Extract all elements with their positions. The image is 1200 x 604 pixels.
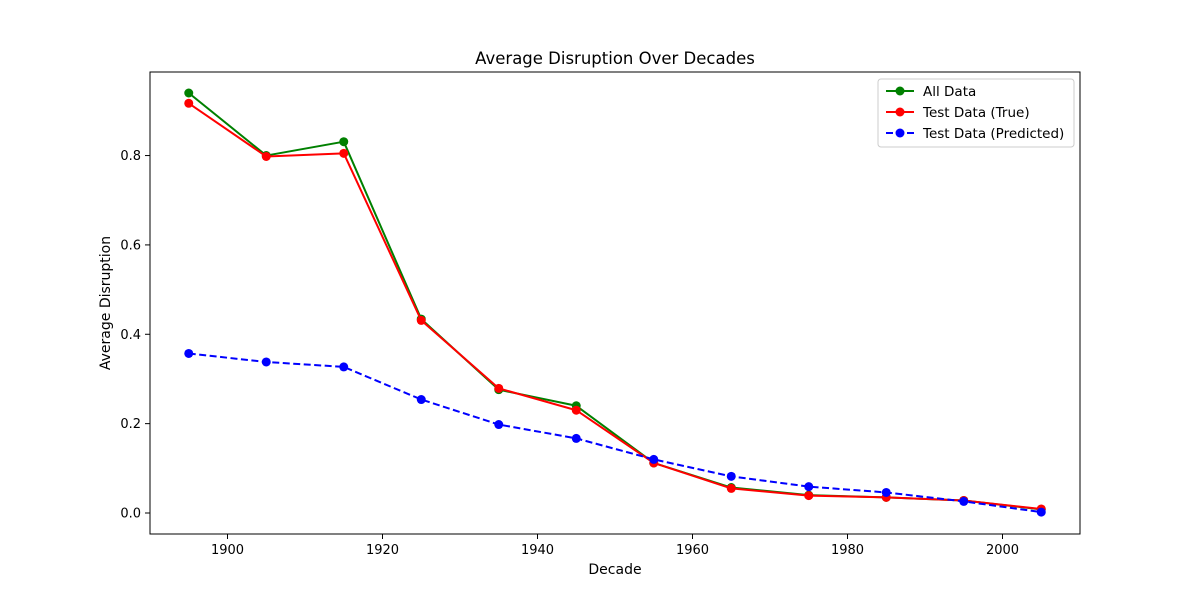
data-point-series-3-10 (881, 487, 891, 497)
data-point-series-2-3 (339, 148, 349, 158)
data-point-series-3-8 (726, 471, 736, 481)
series-line-2 (188, 102, 1042, 510)
legend-marker-2 (895, 107, 905, 117)
legend-label-1: All Data (923, 84, 976, 100)
legend-marker-3 (895, 128, 905, 138)
data-point-series-2-5 (494, 383, 504, 393)
y-tick-label: 0.2 (120, 417, 141, 432)
x-axis-title: Decade (588, 562, 641, 578)
legend-box (877, 78, 1075, 148)
data-point-series-2-4 (416, 315, 426, 325)
data-point-series-2-1 (184, 98, 194, 108)
data-point-series-1-1 (184, 88, 194, 98)
x-tick-label: 1980 (831, 543, 864, 558)
data-point-series-2-9 (804, 491, 814, 501)
data-point-series-2-2 (261, 151, 271, 161)
axes: 1900 1920 1940 1960 1980 2000 0.0 0.2 0.4 0.6 0.8 (120, 71, 1081, 558)
data-point-series-3-2 (261, 357, 271, 367)
x-tick-label: 1900 (211, 543, 244, 558)
y-tick-label: 0.6 (120, 238, 141, 253)
data-point-series-3-9 (804, 482, 814, 492)
axes-frame (149, 71, 1081, 535)
data-point-series-2-6 (571, 405, 581, 415)
data-point-series-3-7 (649, 454, 659, 464)
data-point-series-3-5 (494, 420, 504, 430)
data-point-series-3-4 (416, 395, 426, 405)
x-tick-label: 1940 (521, 543, 554, 558)
legend-label-3: Test Data (Predicted) (922, 126, 1064, 142)
data-point-series-3-3 (339, 362, 349, 372)
legend: All Data Test Data (True) Test Data (Predi… (877, 78, 1075, 148)
data-point-series-1-3 (339, 137, 349, 147)
y-axis-title: Average Disruption (98, 236, 114, 370)
x-tick-label: 2000 (986, 543, 1019, 558)
data-point-series-2-8 (726, 483, 736, 493)
data-point-series-3-6 (571, 433, 581, 443)
plot-area (184, 88, 1046, 517)
data-point-series-3-11 (959, 496, 969, 506)
x-tick-label: 1920 (366, 543, 399, 558)
y-tick-label: 0.4 (120, 328, 141, 343)
y-tick-label: 0.8 (120, 149, 141, 164)
legend-marker-1 (895, 86, 905, 96)
data-point-series-3-12 (1036, 507, 1046, 517)
series-line-3 (188, 352, 1042, 514)
data-point-series-3-1 (184, 348, 194, 358)
legend-label-2: Test Data (True) (922, 105, 1030, 121)
y-tick-label: 0.0 (120, 507, 141, 522)
x-tick-label: 1960 (676, 543, 709, 558)
chart-title: Average Disruption Over Decades (475, 49, 755, 68)
